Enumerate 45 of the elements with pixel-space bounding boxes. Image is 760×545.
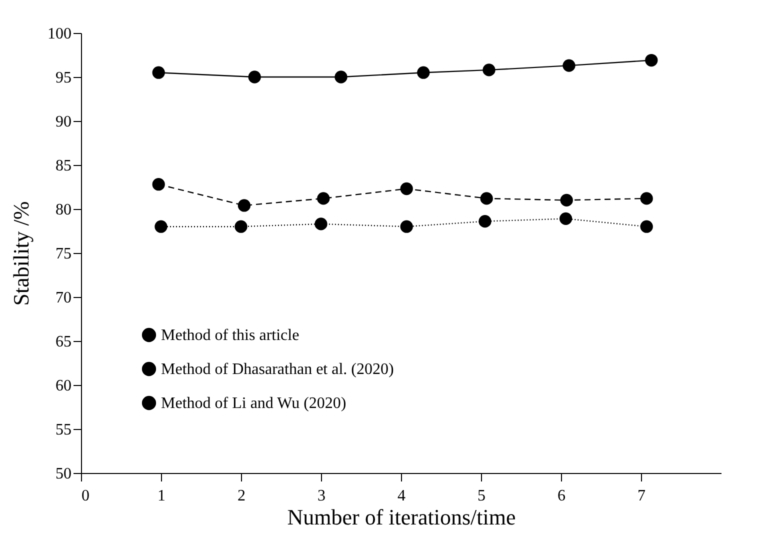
point [317, 192, 330, 205]
legend-label: Method of Dhasarathan et al. (2020) [161, 361, 394, 378]
point [645, 54, 658, 67]
x-tick-label: 6 [558, 488, 566, 504]
y-tick-label: 85 [56, 158, 72, 174]
point [640, 220, 653, 233]
x-tick-label: 3 [318, 488, 326, 504]
legend-label: Method of Li and Wu (2020) [161, 395, 346, 412]
x-tick-label: 5 [478, 488, 486, 504]
point [248, 70, 261, 84]
x-tick-label: 0 [82, 488, 90, 504]
y-tick-label: 90 [56, 114, 72, 130]
point [400, 220, 413, 233]
y-tick-label: 70 [56, 290, 72, 306]
point [478, 215, 492, 228]
x-axis-title: Number of iterations/time [287, 504, 516, 530]
point [314, 218, 328, 230]
y-tick-label: 55 [56, 422, 72, 438]
point [480, 192, 493, 205]
y-tick-label: 50 [56, 466, 72, 482]
point [400, 182, 413, 196]
x-tick-label: 1 [158, 488, 166, 504]
x-tick-label: 4 [398, 488, 406, 504]
y-tick-label: 80 [56, 202, 72, 218]
point [154, 220, 168, 233]
legend-label: Method of this article [161, 327, 300, 344]
y-tick-label: 60 [56, 378, 72, 394]
y-axis-title: Stability /% [8, 201, 34, 306]
y-tick-label: 75 [56, 246, 72, 262]
y-tick-label: 65 [56, 334, 72, 350]
y-tick-label: 95 [56, 70, 72, 86]
point [482, 64, 496, 76]
point [559, 212, 572, 225]
y-tick-label: 100 [48, 26, 72, 42]
point [238, 199, 251, 212]
point [334, 70, 348, 84]
point [640, 192, 653, 205]
point [152, 178, 165, 191]
point [152, 66, 165, 79]
point [562, 59, 576, 72]
point [560, 194, 573, 207]
x-tick-label: 7 [638, 488, 646, 504]
point [417, 66, 430, 79]
point [234, 220, 248, 233]
x-tick-label: 2 [238, 488, 246, 504]
